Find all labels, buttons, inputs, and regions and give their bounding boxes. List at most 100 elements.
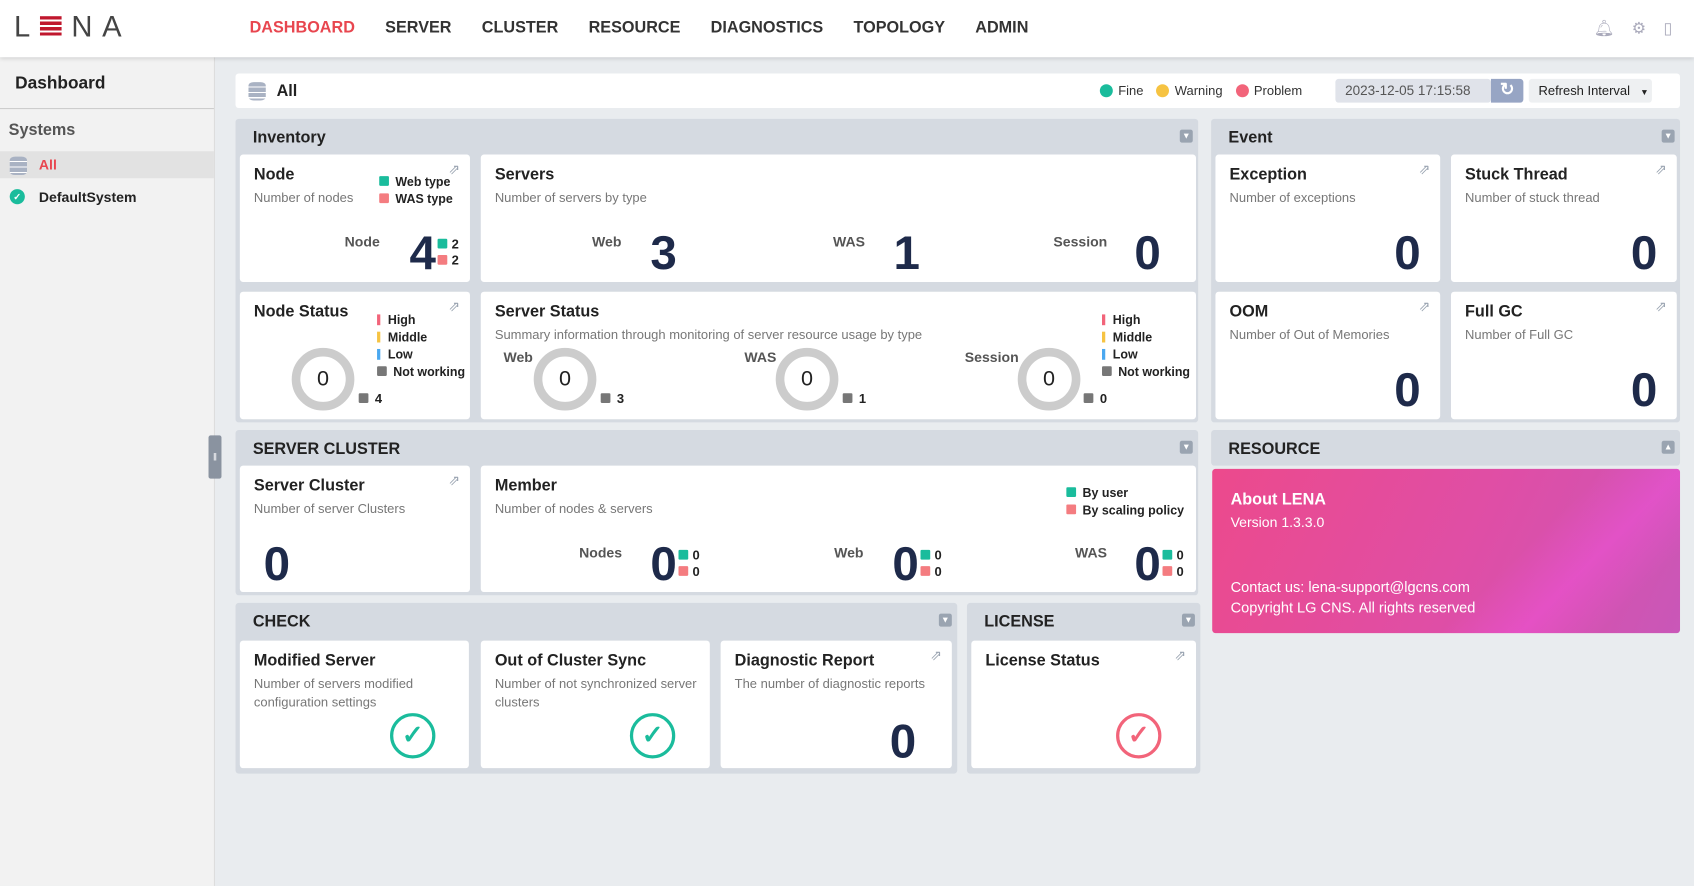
was-label: WAS bbox=[1074, 544, 1108, 561]
external-link-icon[interactable]: ⇗ bbox=[930, 647, 943, 664]
database-icon bbox=[9, 156, 28, 176]
node-count: 4 bbox=[409, 226, 436, 280]
card-subtitle: Number of exceptions bbox=[1229, 190, 1356, 206]
nav-topology[interactable]: TOPOLOGY bbox=[853, 18, 946, 37]
was-not-working: 1 bbox=[858, 391, 867, 407]
diagnostic-report-count: 0 bbox=[889, 715, 917, 769]
top-header: L NA DASHBOARD SERVER CLUSTER RESOURCE DI… bbox=[0, 0, 1694, 58]
stuck-thread-card: Stuck Thread Number of stuck thread ⇗ 0 bbox=[1450, 154, 1677, 282]
oom-card: OOM Number of Out of Memories ⇗ 0 bbox=[1215, 291, 1441, 420]
system-title: All bbox=[276, 82, 298, 101]
exception-count: 0 bbox=[1394, 226, 1421, 280]
session-label: Session bbox=[1053, 233, 1108, 250]
web-not-working: 3 bbox=[616, 391, 625, 407]
nav-admin[interactable]: ADMIN bbox=[975, 18, 1029, 37]
card-title: License Status bbox=[985, 651, 1100, 670]
was-count: 1 bbox=[893, 226, 920, 280]
card-title: Full GC bbox=[1465, 302, 1523, 321]
sidebar-collapse-handle[interactable]: ‖ bbox=[208, 435, 222, 479]
card-subtitle: Number of Full GC bbox=[1465, 327, 1574, 343]
resource-panel: RESOURCE ▲ bbox=[1211, 429, 1681, 466]
legend-web-type: Web type bbox=[395, 176, 451, 190]
external-link-icon[interactable]: ⇗ bbox=[1418, 160, 1431, 178]
card-title: Servers bbox=[494, 165, 555, 184]
server-cluster-card: Server Cluster Number of server Clusters ⇗… bbox=[239, 465, 470, 593]
card-title: Node Status bbox=[253, 302, 349, 321]
warning-icon bbox=[1156, 84, 1170, 98]
collapse-icon[interactable]: ▼ bbox=[1181, 613, 1195, 627]
problem-icon bbox=[1235, 84, 1249, 98]
session-label: Session bbox=[964, 348, 1019, 366]
fine-icon bbox=[1099, 84, 1113, 98]
sidebar-item-all[interactable]: All bbox=[0, 151, 214, 179]
external-link-icon[interactable]: ⇗ bbox=[1174, 647, 1187, 664]
external-link-icon[interactable]: ⇗ bbox=[1655, 160, 1667, 178]
copyright-text: Copyright LG CNS. All rights reserved bbox=[1230, 599, 1476, 616]
nav-resource[interactable]: RESOURCE bbox=[588, 18, 681, 37]
refresh-interval-dropdown[interactable]: Refresh Interval ▼ bbox=[1528, 78, 1652, 103]
nav-server[interactable]: SERVER bbox=[385, 18, 452, 37]
card-title: Server Status bbox=[494, 302, 600, 321]
lena-logo[interactable]: L NA bbox=[14, 10, 132, 44]
was-donut: 0 bbox=[775, 347, 839, 411]
inventory-panel: Inventory ▼ Node Number of nodes ⇗ Web t… bbox=[235, 118, 1199, 423]
external-link-icon[interactable]: ⇗ bbox=[448, 472, 461, 489]
was-label: WAS bbox=[744, 348, 777, 366]
external-link-icon[interactable]: ⇗ bbox=[1418, 298, 1431, 315]
collapse-icon[interactable]: ▼ bbox=[1179, 440, 1193, 454]
sidebar-item-label: DefaultSystem bbox=[38, 189, 137, 206]
legend-was-type: WAS type bbox=[395, 193, 453, 207]
license-check-icon: ✓ bbox=[1116, 713, 1162, 759]
web-label: Web bbox=[834, 544, 864, 561]
contact-text[interactable]: Contact us: lena-support@lgcns.com bbox=[1230, 579, 1470, 596]
legend-middle: Middle bbox=[1112, 331, 1153, 345]
server-cluster-panel: SERVER CLUSTER ▼ Server Cluster Number of… bbox=[235, 429, 1199, 596]
nav-diagnostics[interactable]: DIAGNOSTICS bbox=[710, 18, 824, 37]
legend-low: Low bbox=[387, 348, 413, 362]
full-gc-card: Full GC Number of Full GC ⇗ 0 bbox=[1450, 291, 1677, 420]
external-link-icon[interactable]: ⇗ bbox=[448, 160, 461, 178]
external-link-icon[interactable]: ⇗ bbox=[1655, 298, 1667, 315]
caret-down-icon: ▼ bbox=[1640, 87, 1649, 98]
filter-bar: All Fine Warning Problem 2023-12-05 17:1… bbox=[235, 73, 1681, 109]
external-link-icon[interactable]: ⇗ bbox=[448, 298, 461, 315]
full-gc-count: 0 bbox=[1630, 364, 1658, 418]
refresh-button[interactable]: ↻ bbox=[1490, 78, 1524, 103]
sidebar: Dashboard Systems All ✓ DefaultSystem bbox=[0, 57, 215, 886]
card-title: Member bbox=[494, 476, 557, 495]
sidebar-item-defaultsystem[interactable]: ✓ DefaultSystem bbox=[0, 184, 214, 211]
node-card: Node Number of nodes ⇗ Web type WAS type … bbox=[239, 154, 470, 282]
expand-icon[interactable]: ▲ bbox=[1661, 440, 1675, 454]
gear-icon[interactable]: ⚙ bbox=[1631, 19, 1647, 38]
nav-dashboard[interactable]: DASHBOARD bbox=[249, 18, 355, 37]
card-subtitle: Number of not synchronized server cluste… bbox=[494, 676, 697, 710]
card-title: Stuck Thread bbox=[1465, 165, 1568, 184]
about-lena-banner: About LENA Version 1.3.3.0 Contact us: l… bbox=[1212, 468, 1681, 634]
bell-icon[interactable]: 🔔︎ bbox=[1593, 19, 1615, 38]
card-subtitle: Number of nodes & servers bbox=[494, 501, 653, 517]
web-count: 0 bbox=[892, 538, 919, 591]
node-status-donut: 0 bbox=[291, 347, 355, 411]
exception-card: Exception Number of exceptions ⇗ 0 bbox=[1215, 154, 1441, 282]
logout-icon[interactable]: ▯ bbox=[1663, 19, 1673, 38]
card-title: Node bbox=[253, 165, 295, 184]
license-status-card: License Status ⇗ ✓ bbox=[971, 640, 1197, 769]
collapse-icon[interactable]: ▼ bbox=[938, 613, 952, 627]
card-subtitle: Number of stuck thread bbox=[1465, 190, 1600, 206]
legend-by-user: By user bbox=[1082, 487, 1129, 501]
by-policy-count: 0 bbox=[1176, 563, 1184, 580]
nav-cluster[interactable]: CLUSTER bbox=[481, 18, 559, 37]
member-card: Member Number of nodes & servers By user B… bbox=[480, 465, 1197, 593]
card-subtitle: Number of Out of Memories bbox=[1229, 327, 1390, 343]
check-circle-icon: ✓ bbox=[9, 189, 25, 205]
web-donut: 0 bbox=[533, 347, 597, 411]
node-status-card: Node Status ⇗ High Middle Low Not working 0… bbox=[239, 291, 470, 420]
legend-warning: Warning bbox=[1174, 83, 1223, 99]
collapse-icon[interactable]: ▼ bbox=[1179, 129, 1193, 143]
session-donut: 0 bbox=[1017, 347, 1081, 411]
collapse-icon[interactable]: ▼ bbox=[1661, 129, 1675, 143]
sidebar-item-label: All bbox=[38, 156, 57, 173]
was-count: 2 bbox=[451, 252, 459, 268]
by-user-count: 0 bbox=[1176, 547, 1184, 563]
panel-title: SERVER CLUSTER bbox=[252, 439, 401, 459]
